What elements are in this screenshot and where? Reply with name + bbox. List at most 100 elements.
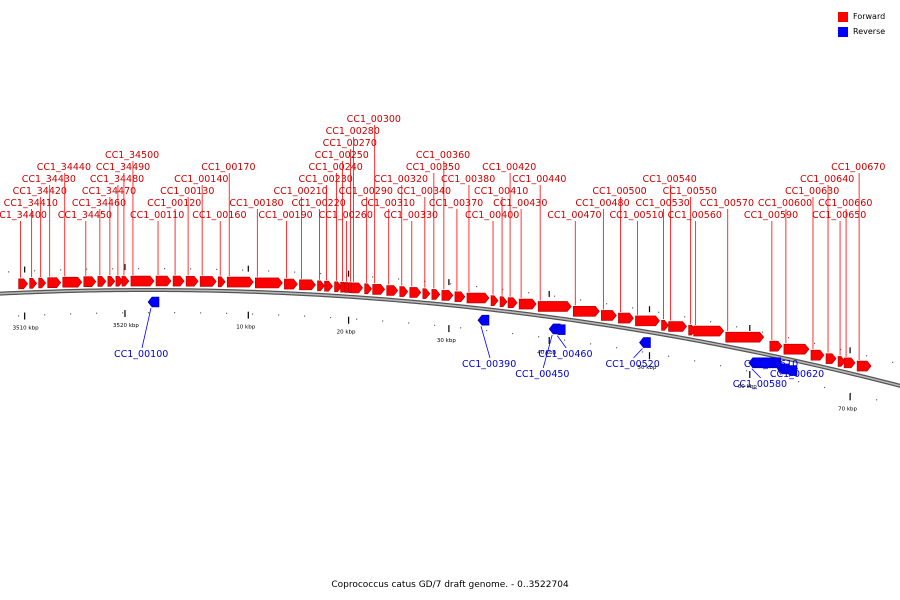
forward-gene-arrow[interactable] — [518, 298, 537, 310]
forward-gene-arrow[interactable] — [572, 305, 600, 317]
forward-gene[interactable] — [825, 353, 837, 364]
forward-gene[interactable] — [386, 285, 399, 296]
forward-gene[interactable] — [454, 291, 466, 303]
forward-gene[interactable] — [837, 356, 846, 367]
forward-gene-arrow[interactable] — [130, 275, 155, 287]
forward-gene-arrow[interactable] — [18, 278, 29, 290]
forward-gene-arrow[interactable] — [422, 288, 431, 299]
forward-gene[interactable] — [518, 298, 537, 310]
forward-gene[interactable] — [83, 276, 97, 287]
forward-gene-arrow[interactable] — [810, 349, 825, 361]
forward-gene-arrow[interactable] — [409, 287, 422, 298]
forward-gene[interactable] — [185, 275, 199, 287]
forward-gene[interactable] — [490, 295, 499, 306]
forward-gene-arrow[interactable] — [783, 343, 810, 355]
forward-gene[interactable] — [618, 312, 634, 324]
forward-gene[interactable] — [668, 321, 688, 332]
reverse-gene-arrow[interactable] — [785, 365, 798, 376]
forward-gene[interactable] — [572, 305, 600, 317]
forward-gene[interactable] — [334, 281, 342, 293]
forward-gene[interactable] — [661, 319, 669, 331]
forward-gene-arrow[interactable] — [661, 319, 669, 331]
forward-gene[interactable] — [351, 282, 364, 294]
forward-gene[interactable] — [372, 284, 386, 295]
forward-gene[interactable] — [466, 292, 490, 304]
forward-gene-arrow[interactable] — [121, 275, 130, 287]
forward-gene[interactable] — [441, 290, 454, 301]
forward-gene[interactable] — [47, 277, 62, 288]
forward-gene-arrow[interactable] — [226, 276, 254, 288]
forward-gene[interactable] — [431, 289, 441, 300]
forward-gene[interactable] — [284, 278, 298, 290]
forward-gene-arrow[interactable] — [372, 284, 386, 295]
forward-gene[interactable] — [537, 301, 572, 312]
forward-gene-arrow[interactable] — [255, 277, 283, 289]
forward-gene-arrow[interactable] — [769, 340, 783, 352]
forward-gene-arrow[interactable] — [324, 280, 333, 292]
forward-gene-arrow[interactable] — [837, 356, 846, 367]
forward-gene[interactable] — [121, 275, 130, 287]
forward-gene[interactable] — [409, 287, 422, 298]
forward-gene-arrow[interactable] — [107, 275, 116, 287]
forward-gene-arrow[interactable] — [115, 275, 124, 287]
forward-gene-arrow[interactable] — [399, 286, 409, 297]
forward-gene-arrow[interactable] — [317, 280, 325, 292]
forward-gene-arrow[interactable] — [155, 275, 172, 287]
forward-gene-arrow[interactable] — [431, 289, 441, 300]
forward-gene[interactable] — [115, 275, 124, 287]
forward-gene[interactable] — [255, 277, 283, 289]
forward-gene-arrow[interactable] — [507, 297, 518, 308]
forward-gene-arrow[interactable] — [490, 295, 499, 306]
forward-gene[interactable] — [155, 275, 172, 287]
reverse-gene-arrow[interactable] — [639, 337, 651, 348]
forward-gene-arrow[interactable] — [38, 277, 47, 289]
forward-gene-arrow[interactable] — [172, 275, 185, 287]
forward-gene[interactable] — [199, 276, 217, 287]
forward-gene-arrow[interactable] — [334, 281, 342, 293]
forward-gene-arrow[interactable] — [466, 292, 490, 304]
forward-gene-arrow[interactable] — [62, 276, 83, 288]
forward-gene[interactable] — [601, 310, 617, 321]
forward-gene-arrow[interactable] — [454, 291, 466, 303]
forward-gene[interactable] — [38, 277, 47, 289]
forward-gene[interactable] — [693, 325, 725, 337]
forward-gene-arrow[interactable] — [47, 277, 62, 288]
forward-gene-arrow[interactable] — [97, 276, 107, 287]
forward-gene[interactable] — [29, 278, 38, 289]
forward-gene[interactable] — [317, 280, 325, 292]
forward-gene[interactable] — [107, 275, 116, 287]
forward-gene[interactable] — [324, 280, 333, 292]
forward-gene-arrow[interactable] — [825, 353, 837, 364]
forward-gene-arrow[interactable] — [284, 278, 298, 290]
forward-gene[interactable] — [226, 276, 254, 288]
forward-gene-arrow[interactable] — [499, 296, 508, 308]
forward-gene[interactable] — [810, 349, 825, 361]
forward-gene-arrow[interactable] — [364, 283, 373, 295]
forward-gene-arrow[interactable] — [601, 310, 617, 321]
forward-gene-arrow[interactable] — [386, 285, 399, 296]
forward-gene[interactable] — [299, 279, 316, 291]
forward-gene-arrow[interactable] — [537, 301, 572, 312]
forward-gene-arrow[interactable] — [725, 331, 765, 343]
forward-gene[interactable] — [364, 283, 373, 295]
forward-gene-arrow[interactable] — [83, 276, 97, 287]
forward-gene-arrow[interactable] — [668, 321, 688, 332]
forward-gene[interactable] — [172, 275, 185, 287]
legend-item-forward[interactable]: Forward — [838, 9, 885, 24]
forward-gene[interactable] — [769, 340, 783, 352]
forward-gene[interactable] — [843, 357, 856, 369]
forward-gene-arrow[interactable] — [843, 357, 856, 369]
forward-gene-arrow[interactable] — [351, 282, 364, 294]
legend-item-reverse[interactable]: Reverse — [838, 24, 885, 39]
reverse-gene-arrow[interactable] — [477, 314, 490, 326]
reverse-gene-arrow[interactable] — [147, 296, 160, 308]
forward-gene[interactable] — [97, 276, 107, 287]
forward-gene[interactable] — [725, 331, 765, 343]
forward-gene-arrow[interactable] — [693, 325, 725, 337]
forward-gene-arrow[interactable] — [217, 276, 226, 288]
forward-gene[interactable] — [399, 286, 409, 297]
forward-gene-arrow[interactable] — [299, 279, 316, 291]
forward-gene-arrow[interactable] — [856, 360, 872, 372]
forward-gene-arrow[interactable] — [29, 278, 38, 289]
forward-gene[interactable] — [422, 288, 431, 299]
